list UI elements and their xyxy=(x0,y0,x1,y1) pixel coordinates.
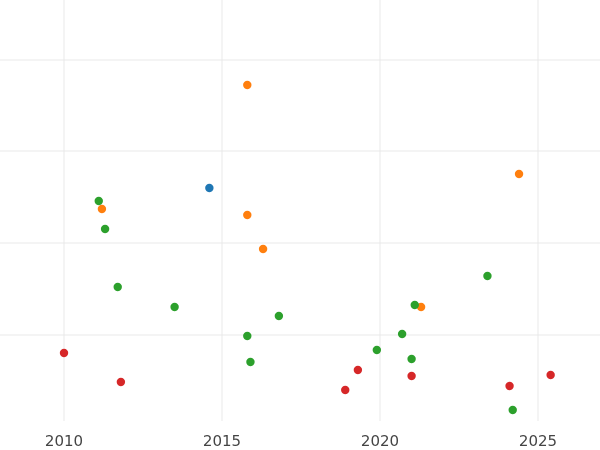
x-tick-label-2025: 2025 xyxy=(519,432,557,450)
data-point-s2-12 xyxy=(508,405,517,415)
data-point-s2-9 xyxy=(407,354,416,364)
data-point-s2-7 xyxy=(372,345,382,355)
data-point-s0-0 xyxy=(205,183,214,193)
data-point-s2-6 xyxy=(274,311,284,321)
data-point-s2-10 xyxy=(410,300,419,310)
data-point-s3-2 xyxy=(341,385,350,395)
x-axis-ticks: 2010 2015 2020 2025 xyxy=(45,432,557,450)
data-point-s1-4 xyxy=(514,169,524,179)
data-point-s2-3 xyxy=(170,302,179,312)
data-point-s3-1 xyxy=(116,377,126,387)
x-tick-label-2010: 2010 xyxy=(45,432,83,450)
data-point-s2-4 xyxy=(243,331,252,341)
data-point-s2-5 xyxy=(246,357,255,367)
data-point-s3-0 xyxy=(59,348,69,358)
data-point-s1-5 xyxy=(416,302,426,312)
data-point-s3-3 xyxy=(353,365,363,375)
data-point-s1-1 xyxy=(97,204,107,214)
data-point-s3-5 xyxy=(505,381,514,391)
data-point-s3-6 xyxy=(546,370,555,380)
data-point-s2-11 xyxy=(483,271,492,281)
data-point-s1-2 xyxy=(243,210,252,220)
grid xyxy=(0,0,600,421)
data-point-s2-0 xyxy=(94,196,103,206)
data-points xyxy=(59,80,555,415)
data-point-s2-2 xyxy=(113,282,122,292)
data-point-s3-4 xyxy=(407,371,416,381)
data-point-s1-0 xyxy=(243,80,252,90)
data-point-s2-1 xyxy=(100,224,110,234)
data-point-s2-8 xyxy=(397,329,407,339)
x-tick-label-2015: 2015 xyxy=(203,432,241,450)
data-point-s1-3 xyxy=(258,244,268,254)
x-tick-label-2020: 2020 xyxy=(361,432,399,450)
